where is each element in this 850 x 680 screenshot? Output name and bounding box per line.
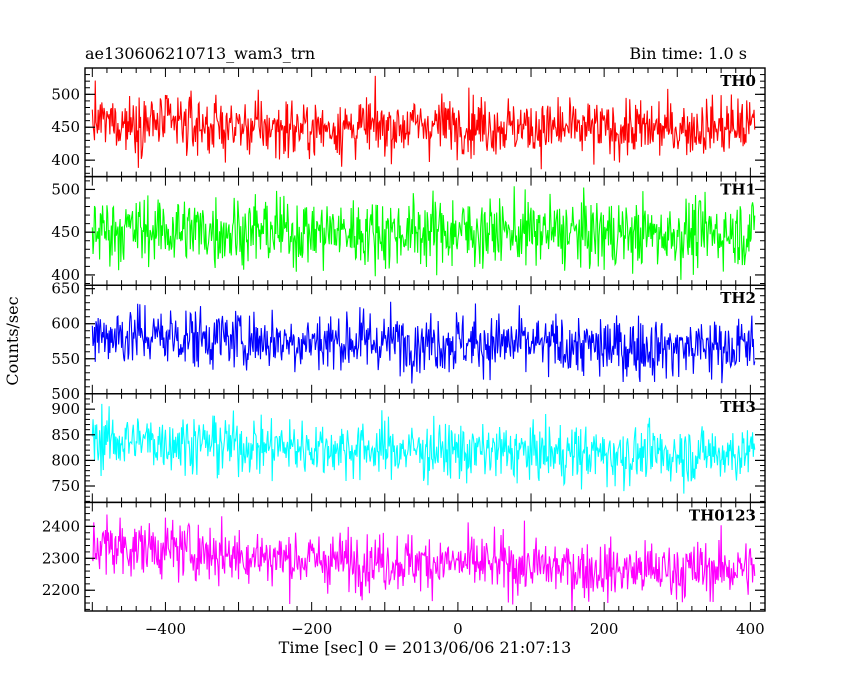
panel-th2: 500 550 600 650 TH2: [51, 280, 766, 403]
y-tick-label: 550: [51, 350, 80, 368]
y-tick-label: 650: [51, 280, 80, 298]
panel-frame: [84, 393, 766, 504]
panel-label-th0: TH0: [720, 72, 756, 90]
y-tick-label: 400: [51, 266, 80, 284]
panel-th0123: 2200 2300 2400 TH0123: [42, 501, 766, 612]
y-tick-label: 500: [51, 180, 80, 198]
panel-th3: 750 800 850 900 TH3: [51, 393, 766, 504]
y-tick-label: 600: [51, 315, 80, 333]
panel-frame: [84, 501, 766, 612]
x-tick-label: 200: [590, 620, 619, 638]
y-tick-label: 400: [51, 151, 80, 169]
y-tick-label: 500: [51, 385, 80, 403]
panel-label-th0123: TH0123: [689, 506, 756, 524]
x-tick-label: 0: [453, 620, 463, 638]
y-tick-label: 450: [51, 118, 80, 136]
series-line-th2: [91, 301, 756, 384]
y-tick-label: 2300: [42, 549, 80, 567]
y-axis-title: Counts/sec: [3, 296, 22, 385]
panel-label-th3: TH3: [720, 398, 756, 416]
y-tick-label: 2400: [42, 517, 80, 535]
y-tick-label: 850: [51, 426, 80, 444]
y-tick-label: 900: [51, 400, 80, 418]
x-tick-label: −200: [291, 620, 332, 638]
y-tick-label: 800: [51, 451, 80, 469]
chart-header-left: ae130606210713_wam3_trn: [85, 44, 315, 63]
panel-frame: [84, 284, 766, 395]
panel-th0: 400 450 500 TH0: [51, 67, 766, 178]
x-axis: −400 −200 0 200 400: [145, 620, 765, 638]
panel-th1: 400 450 500 TH1: [51, 175, 766, 286]
series-line-th0123: [91, 514, 756, 611]
series-line-th0: [91, 75, 756, 170]
chart-header-right: Bin time: 1.0 s: [629, 44, 747, 63]
series-line-th3: [91, 403, 756, 494]
x-tick-label: 400: [736, 620, 765, 638]
y-tick-label: 450: [51, 223, 80, 241]
y-tick-label: 500: [51, 85, 80, 103]
series-line-th1: [91, 186, 756, 280]
y-tick-label: 2200: [42, 581, 80, 599]
x-tick-label: −400: [145, 620, 186, 638]
panel-label-th1: TH1: [720, 181, 756, 199]
panels-group: 400 450 500 TH0 400 450 500 TH1 500 550 600 650 TH2 7…: [42, 67, 766, 612]
panel-label-th2: TH2: [720, 289, 756, 307]
x-axis-title: Time [sec] 0 = 2013/06/06 21:07:13: [279, 638, 572, 657]
y-tick-label: 750: [51, 477, 80, 495]
